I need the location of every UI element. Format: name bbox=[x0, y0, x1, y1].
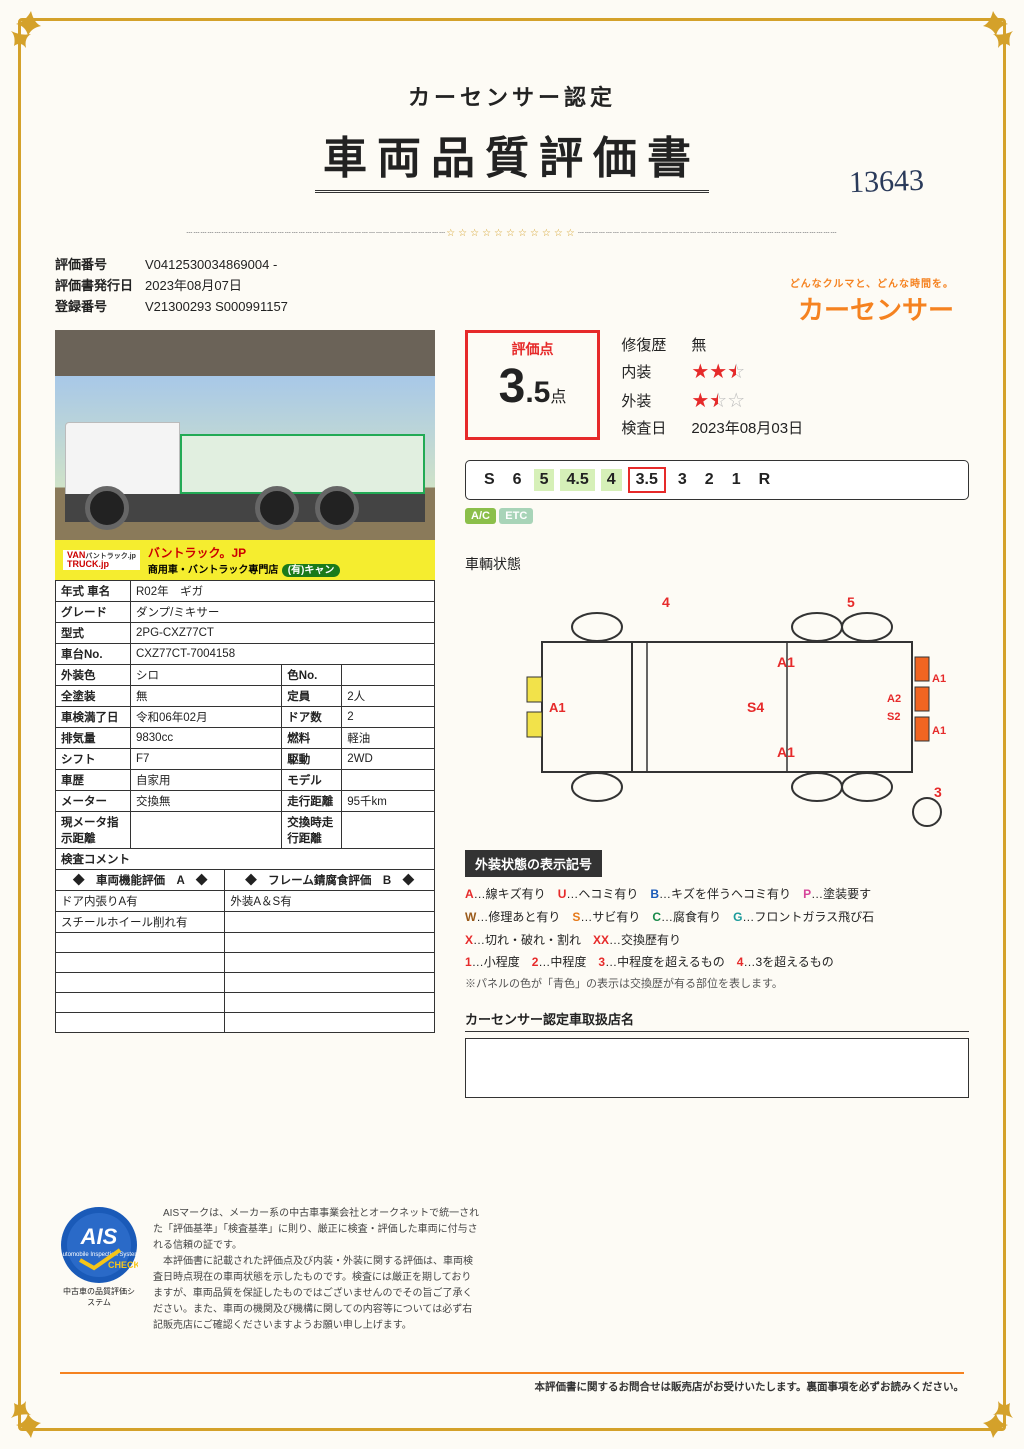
svg-text:CHECK: CHECK bbox=[108, 1260, 138, 1270]
svg-text:3: 3 bbox=[934, 784, 942, 800]
svg-text:A1: A1 bbox=[777, 654, 795, 670]
ais-description: AISマークは、メーカー系の中古車事業会社とオークネットで統一された「評価基準」… bbox=[153, 1206, 480, 1334]
comment-table: 検査コメント◆ 車両機能評価 A ◆◆ フレーム錆腐食評価 B ◆ドア内張りA有… bbox=[55, 848, 435, 1033]
svg-text:A1: A1 bbox=[932, 725, 946, 737]
corner-ornament bbox=[6, 1393, 56, 1443]
legend: A…線キズ有り U…ヘコミ有り B…キズを伴うヘコミ有り P…塗装要すW…修理あ… bbox=[465, 883, 969, 995]
svg-text:A1: A1 bbox=[549, 700, 566, 715]
divider: ┄┄┄┄┄┄┄┄┄┄┄┄┄┄┄┄┄┄┄┄┄┄┄┄┄┄┄┄┄┄┄┄┄┄┄┄┄☆☆☆… bbox=[55, 228, 969, 239]
handwritten-number: 13643 bbox=[848, 164, 924, 201]
ac-badge: A/C bbox=[465, 508, 496, 524]
ais-badge-icon: AIS Automobile Inspection System CHECK bbox=[60, 1206, 138, 1284]
diagram-title: 車輌状態 bbox=[465, 554, 969, 574]
doc-title: 車両品質評価書 bbox=[315, 122, 709, 193]
corner-ornament bbox=[968, 1393, 1018, 1443]
score-box: 評価点 3.5点 bbox=[465, 330, 600, 440]
svg-text:5: 5 bbox=[847, 594, 855, 610]
svg-text:S4: S4 bbox=[747, 699, 764, 715]
spec-table: 年式 車名R02年 ギガグレードダンプ/ミキサー型式2PG-CXZ77CT車台N… bbox=[55, 580, 435, 849]
svg-text:4: 4 bbox=[662, 594, 670, 610]
footer-note: 本評価書に関するお問合せは販売店がお受けいたします。裏面事項を必ずお読みください… bbox=[60, 1372, 964, 1394]
svg-text:S2: S2 bbox=[887, 711, 900, 723]
grade-scale: S654.543.5321R bbox=[465, 460, 969, 500]
dealer-banner: VANバントラック.jp TRUCK.jp バントラック。JP 商用車・バントラ… bbox=[55, 540, 435, 580]
meta-eval-no: 評価番号V0412530034869004 - bbox=[55, 254, 969, 273]
vehicle-photo bbox=[55, 330, 435, 540]
svg-text:A1: A1 bbox=[932, 673, 946, 685]
brand-tagline: どんなクルマと、どんな時間を。 bbox=[790, 275, 954, 290]
corner-ornament bbox=[968, 6, 1018, 56]
svg-text:Automobile Inspection System: Automobile Inspection System bbox=[60, 1252, 138, 1258]
dealer-box: カーセンサー認定車取扱店名 bbox=[465, 1009, 969, 1098]
vehicle-diagram: A1 A1 A1 S4 A2 S2 A1 A1 4 5 3 bbox=[465, 582, 969, 842]
interior-stars: ★★★☆ bbox=[691, 359, 745, 384]
ais-block: AISAutomobile Inspection SystemCHECK 中古車… bbox=[60, 1206, 480, 1334]
svg-text:A2: A2 bbox=[887, 693, 901, 705]
etc-badge: ETC bbox=[499, 508, 533, 524]
doc-subtitle: カーセンサー認定 bbox=[55, 80, 969, 112]
document-header: カーセンサー認定 車両品質評価書 bbox=[55, 80, 969, 193]
legend-title: 外装状態の表示記号 bbox=[465, 850, 602, 877]
svg-text:A1: A1 bbox=[777, 744, 795, 760]
corner-ornament bbox=[6, 6, 56, 56]
score-info: 修復歴無 内装★★★☆ 外装★★☆☆ 検査日2023年08月03日 bbox=[621, 330, 803, 442]
vantruck-logo: VANバントラック.jp TRUCK.jp bbox=[63, 550, 140, 570]
exterior-stars: ★★☆☆ bbox=[691, 388, 745, 413]
carsensor-logo: カーセンサー bbox=[798, 290, 954, 327]
svg-text:AIS: AIS bbox=[80, 1224, 118, 1249]
